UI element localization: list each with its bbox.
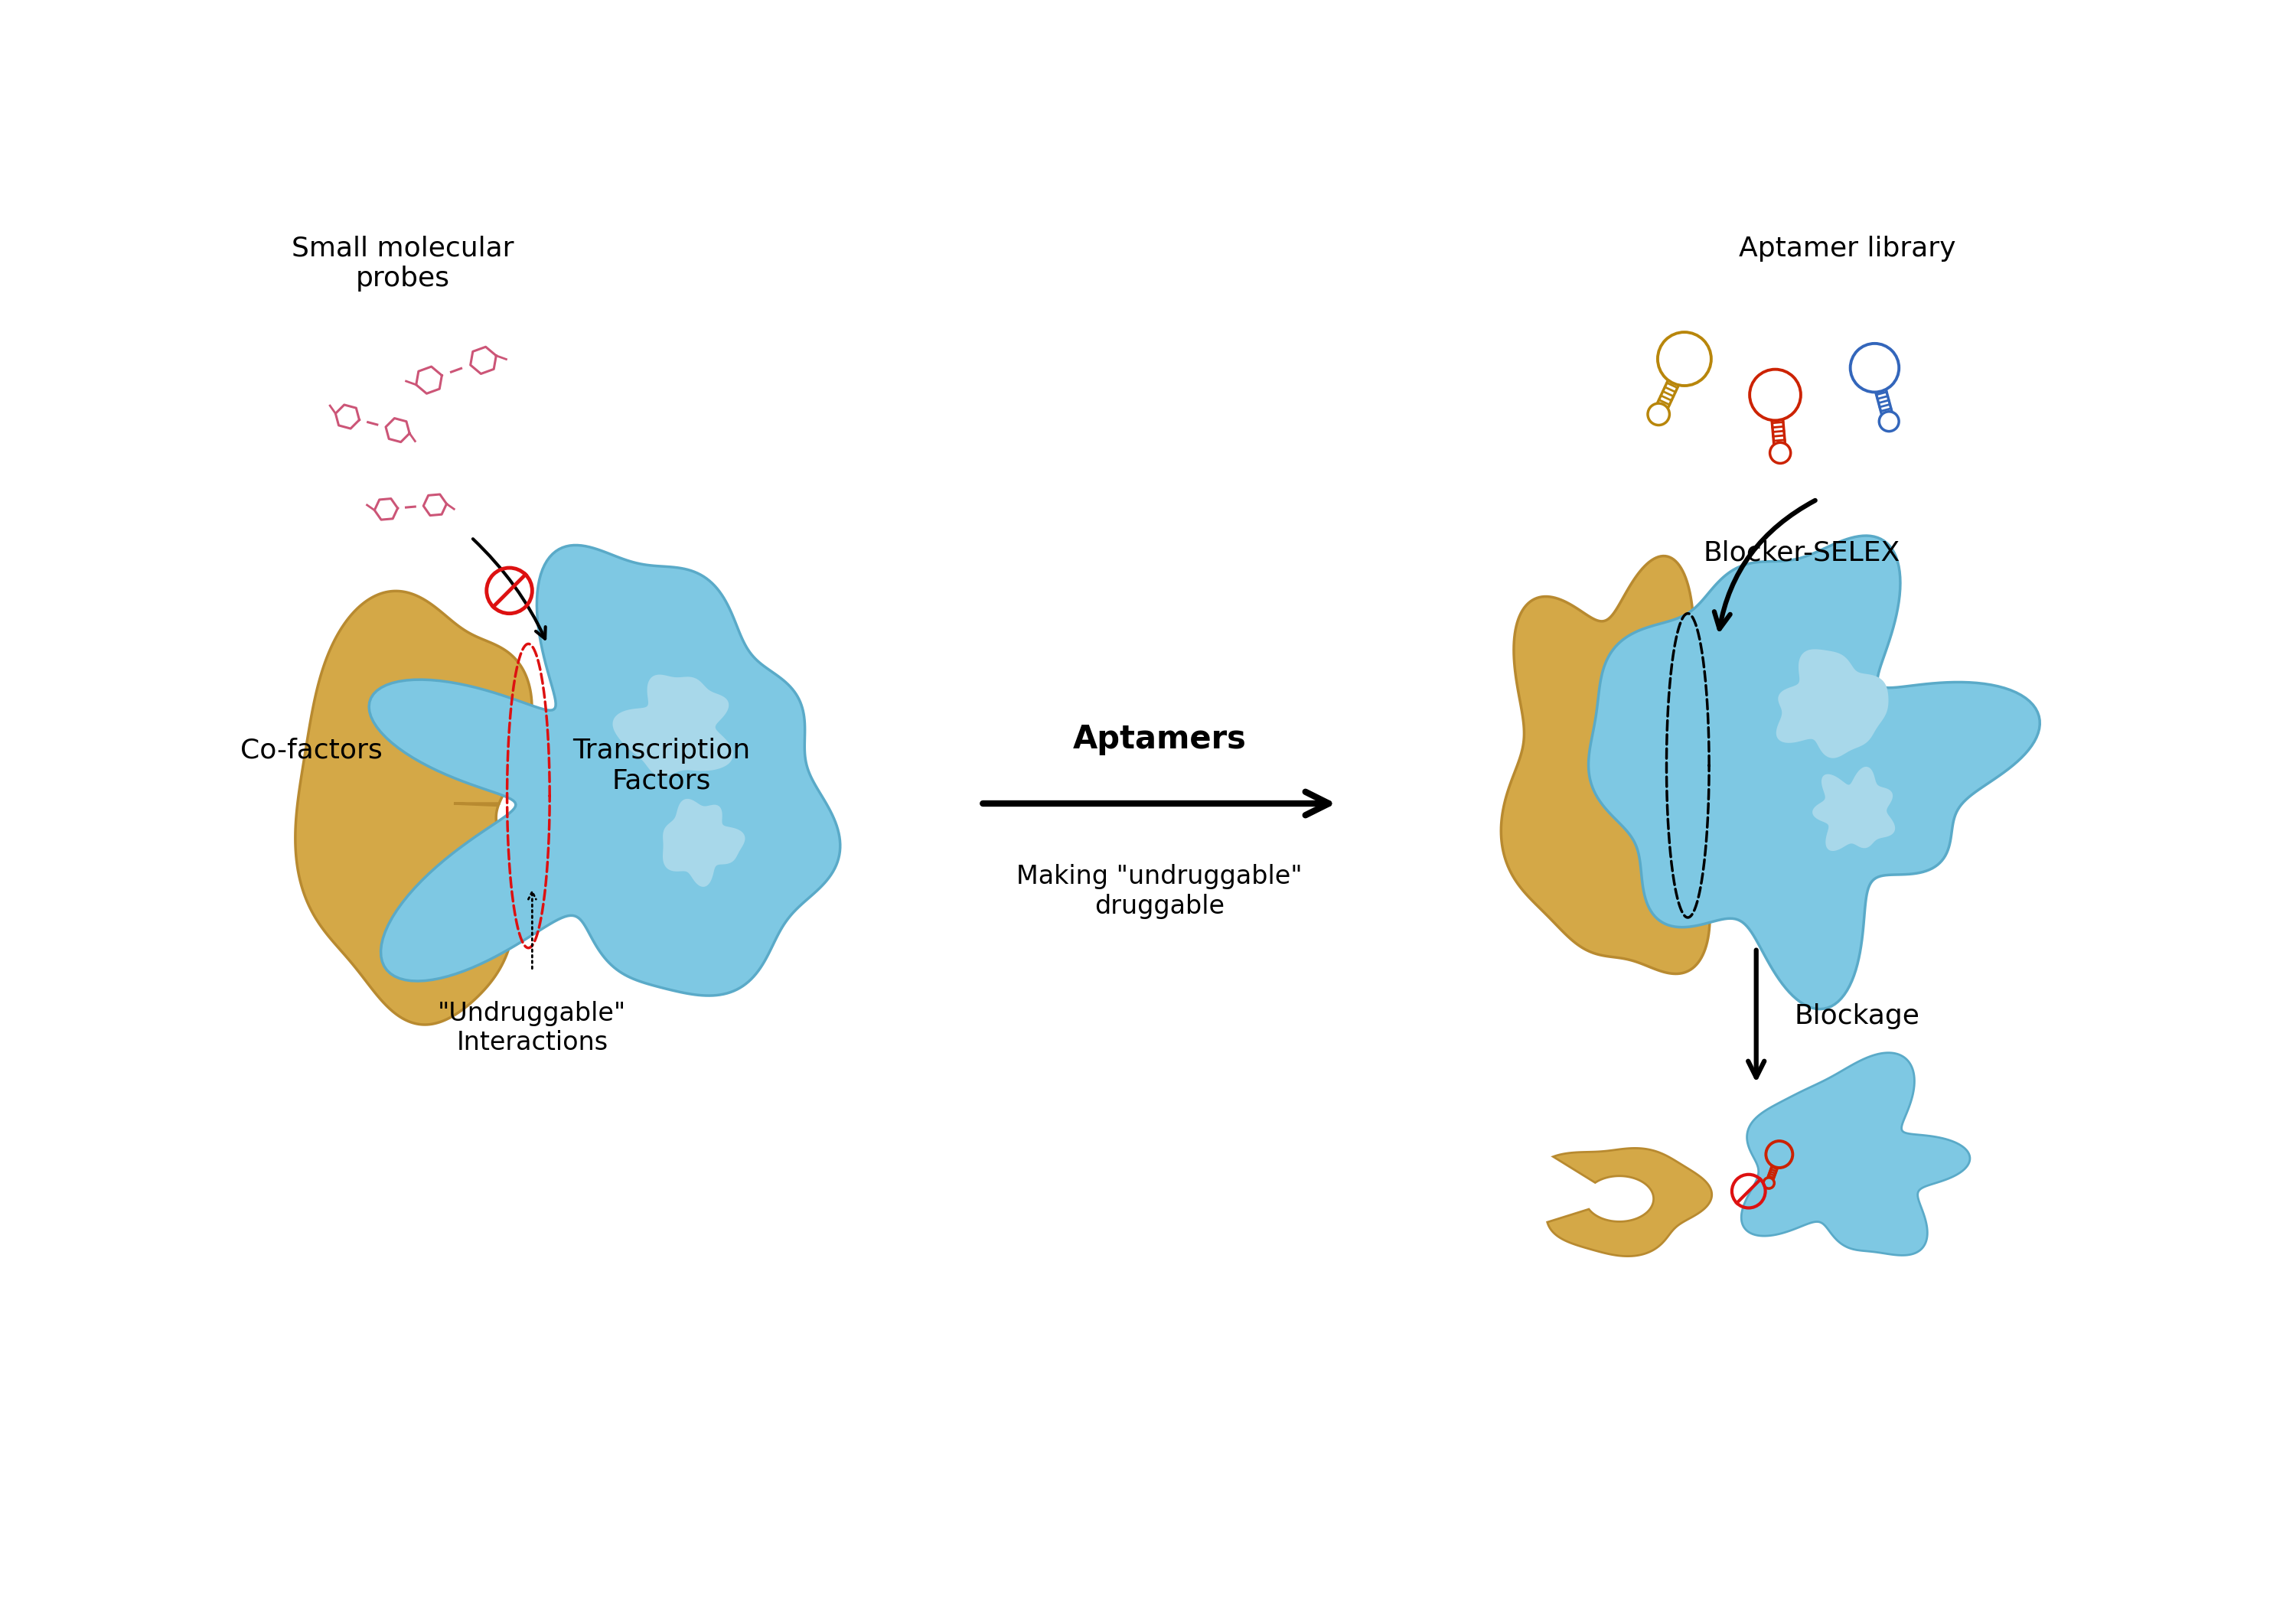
Polygon shape [296,591,533,1025]
Polygon shape [1777,649,1890,759]
Polygon shape [664,799,744,887]
Text: Aptamer library: Aptamer library [1738,236,1956,262]
Text: Aptamers: Aptamers [1072,723,1247,755]
Text: "Undruggable"
Interactions: "Undruggable" Interactions [439,1001,627,1056]
Polygon shape [1589,535,2039,1009]
Polygon shape [613,675,732,776]
Polygon shape [370,545,840,996]
Text: Small molecular
probes: Small molecular probes [292,236,514,292]
Text: Blocker-SELEX: Blocker-SELEX [1704,540,1899,566]
Text: Making "undruggable"
druggable: Making "undruggable" druggable [1017,865,1302,919]
Polygon shape [1812,767,1894,852]
Text: Co-factors: Co-factors [241,738,383,763]
Text: Blockage: Blockage [1793,1003,1919,1030]
Polygon shape [1548,1147,1713,1257]
Polygon shape [1502,556,1727,974]
Polygon shape [1740,1053,1970,1255]
Text: Transcription
Factors: Transcription Factors [572,738,751,794]
